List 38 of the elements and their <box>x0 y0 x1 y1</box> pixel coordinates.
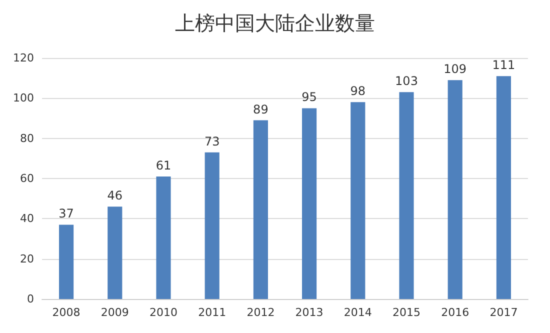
bar <box>496 76 511 299</box>
bar <box>302 108 317 299</box>
x-tick-label: 2017 <box>490 306 518 319</box>
y-tick-label: 60 <box>20 172 34 185</box>
x-tick-label: 2013 <box>295 306 324 319</box>
x-tick-label: 2010 <box>150 306 178 319</box>
data-label: 98 <box>350 84 366 98</box>
bar <box>204 152 220 299</box>
x-tick-label: 2016 <box>441 306 470 319</box>
x-tick-label: 2014 <box>344 306 372 319</box>
data-label: 109 <box>444 62 467 76</box>
x-tick-label: 2008 <box>52 306 80 319</box>
bar <box>350 102 366 299</box>
y-tick-label: 80 <box>20 132 34 145</box>
bar <box>59 224 74 299</box>
data-label: 95 <box>302 90 317 104</box>
y-tick-label: 40 <box>20 212 34 226</box>
y-tick-label: 20 <box>20 252 34 266</box>
y-tick-label: 100 <box>13 92 34 105</box>
data-label: 46 <box>107 188 123 203</box>
bar <box>156 176 171 299</box>
bar <box>253 120 268 299</box>
x-tick-label: 2009 <box>100 306 129 319</box>
data-label: 111 <box>492 58 516 72</box>
bar <box>108 206 122 299</box>
x-tick-label: 2011 <box>198 306 226 319</box>
x-tick-label: 2015 <box>392 306 420 319</box>
data-label: 103 <box>395 74 418 88</box>
y-tick-label: 120 <box>13 52 34 64</box>
x-tick-label: 2012 <box>246 306 275 319</box>
y-tick-label: 0 <box>27 292 34 306</box>
bar <box>448 80 462 299</box>
data-label: 89 <box>253 102 268 116</box>
data-label: 73 <box>204 134 220 148</box>
chart-title: 上榜中国大陆企业数量 <box>175 11 375 35</box>
data-label: 37 <box>58 206 74 221</box>
bar <box>399 92 414 299</box>
data-label: 61 <box>156 158 172 172</box>
